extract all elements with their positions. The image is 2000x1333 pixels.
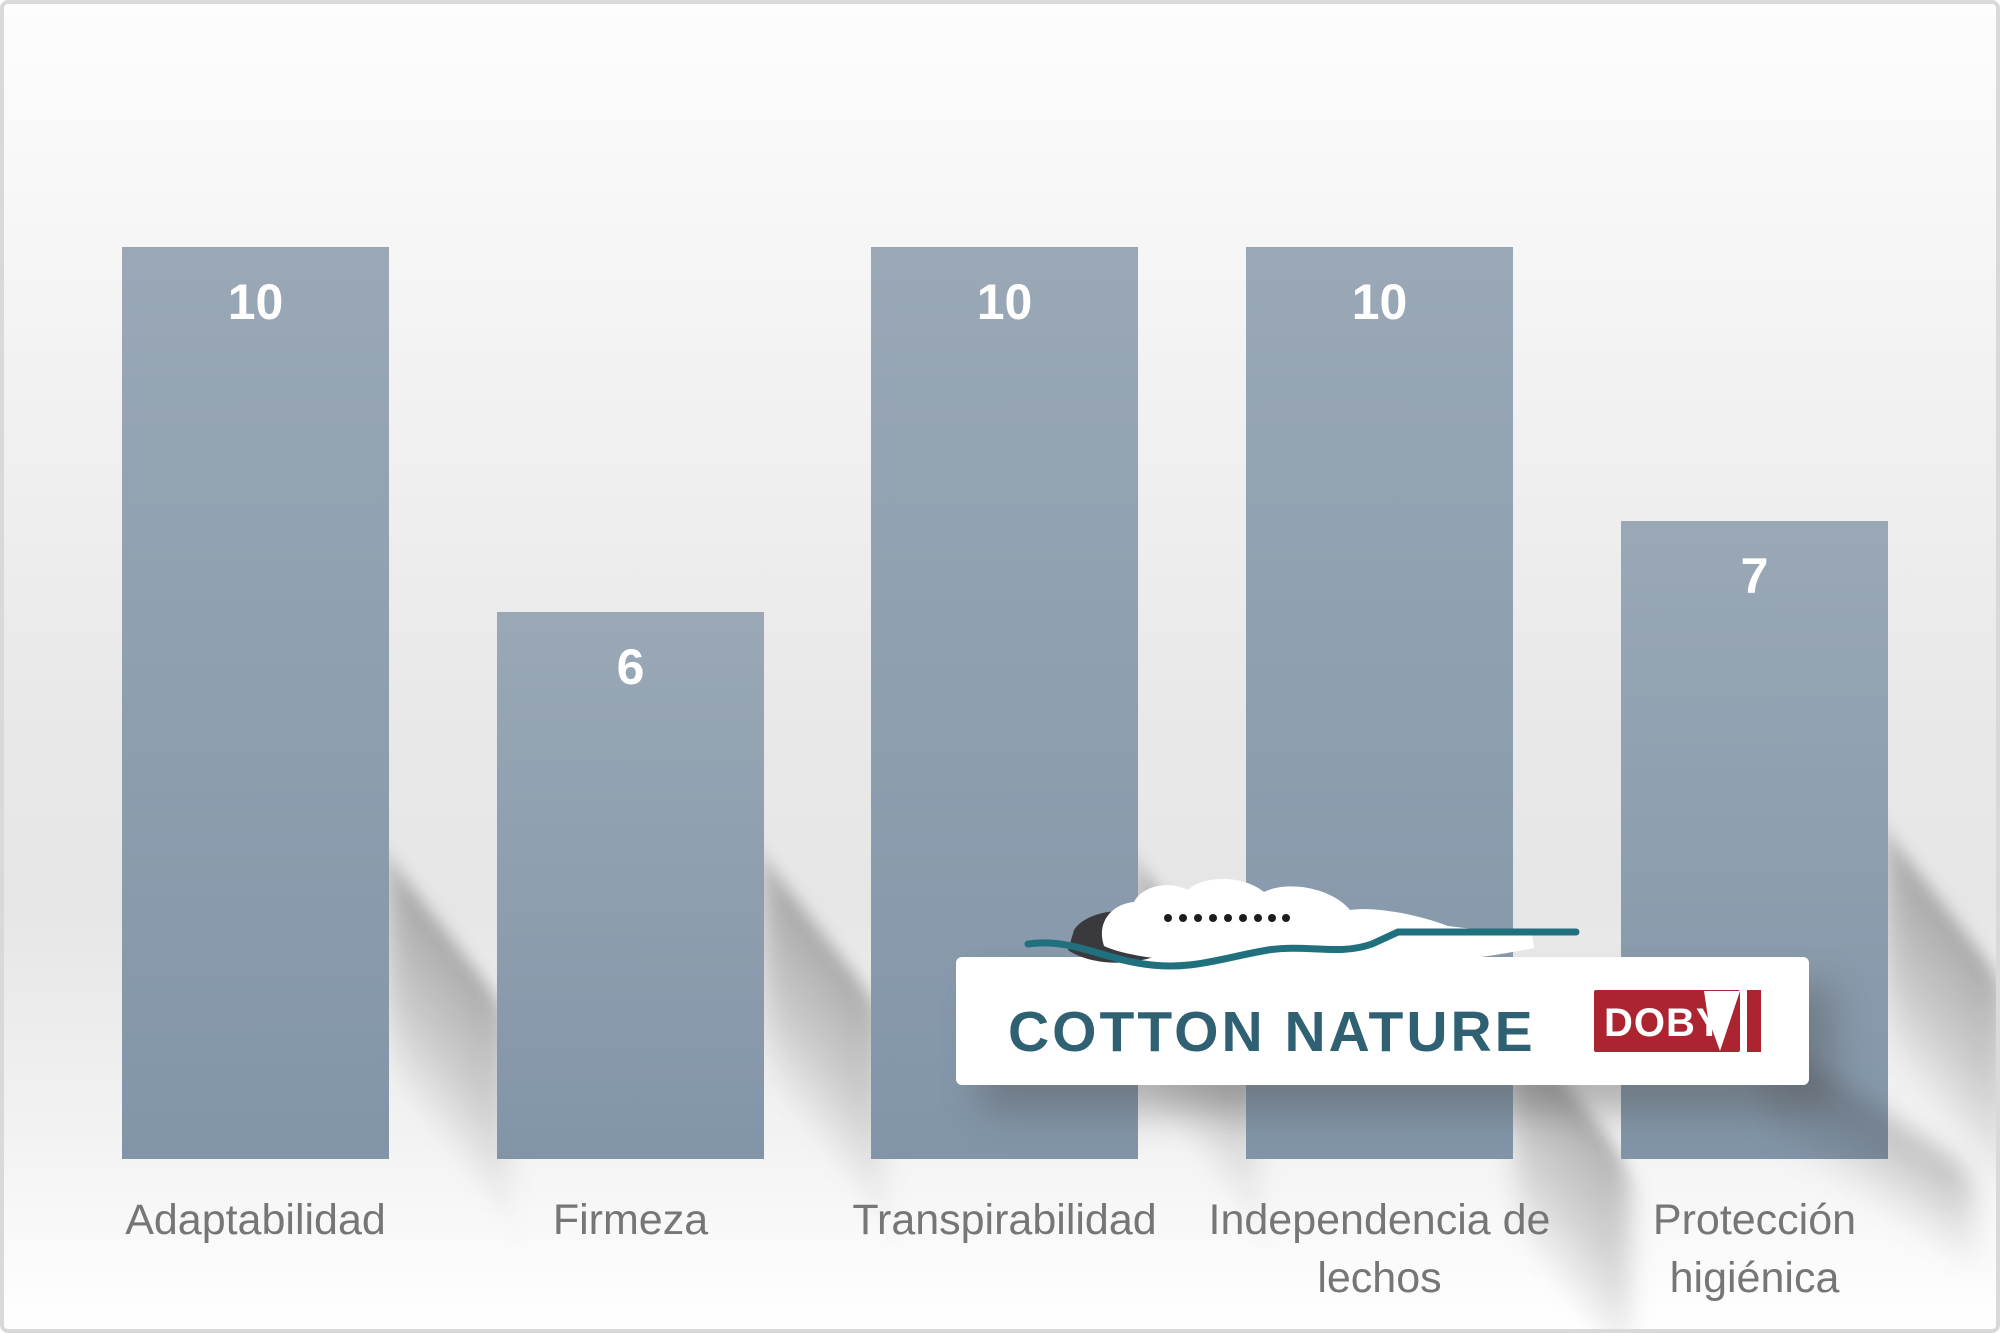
category-label: Independencia de lechos [1208, 1196, 1551, 1302]
doby-logo-box [1594, 990, 1740, 1052]
spine-dots [1164, 914, 1290, 922]
bar: 6 [497, 612, 764, 1159]
brand-banner: COTTON NATURE DOBY [956, 957, 1809, 1085]
doby-logo: DOBY [1594, 990, 1761, 1052]
bar-value-label: 10 [1351, 274, 1408, 330]
sleeping-person-icon [1024, 879, 1580, 970]
bar-value-label: 6 [616, 639, 645, 695]
bar-value-label: 7 [1740, 548, 1769, 604]
category-label: Adaptabilidad [125, 1196, 386, 1244]
product-name: COTTON NATURE [1008, 1000, 1536, 1064]
category-label: Protección higiénica [1652, 1196, 1857, 1302]
doby-logo-text: DOBY [1604, 1001, 1724, 1045]
doby-logo-bar [1747, 990, 1761, 1052]
category-label: Firmeza [552, 1196, 709, 1244]
category-label: Transpirabilidad [852, 1196, 1157, 1244]
bar-value-label: 10 [227, 274, 284, 330]
doby-logo-wedge [1704, 991, 1740, 1051]
bar: 10 [122, 247, 389, 1159]
body-shape [1101, 879, 1534, 969]
mattress-line [1024, 928, 1580, 970]
bar-value-label: 10 [976, 274, 1033, 330]
